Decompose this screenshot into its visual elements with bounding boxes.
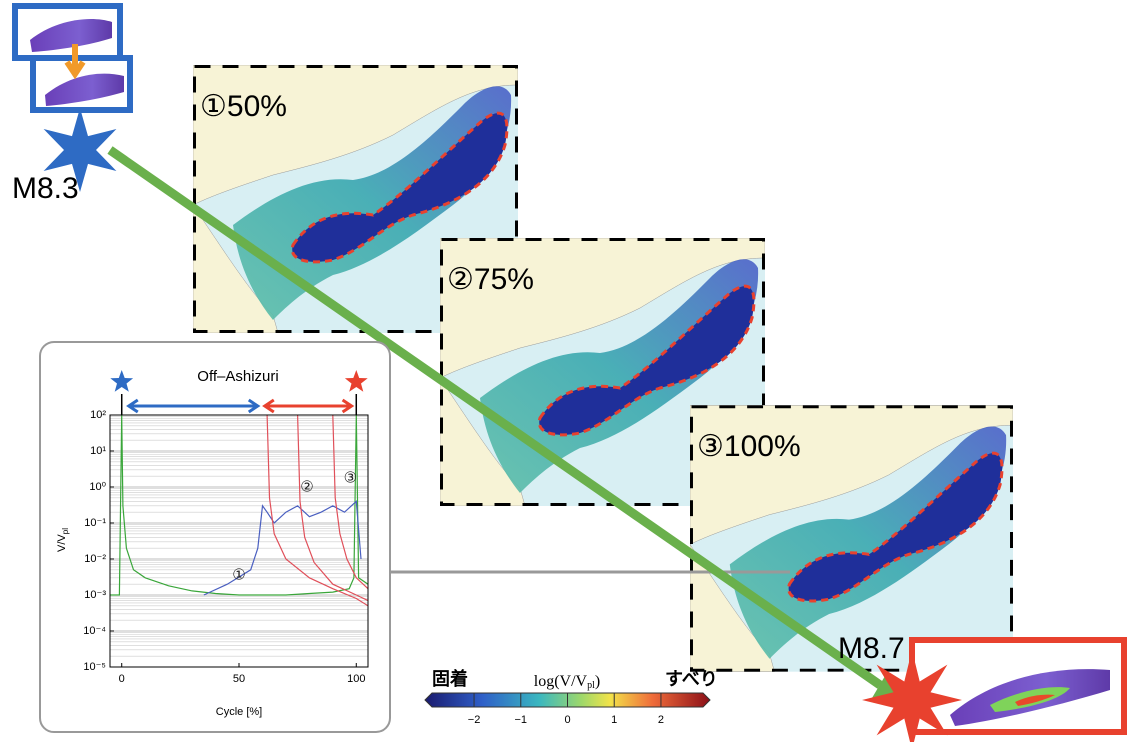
x-tick-label: 100 (347, 673, 365, 685)
magnitude-label: M8.7 (838, 632, 905, 665)
colorbar-right-label: すべり (665, 669, 718, 690)
y-axis-label-sub: pl (61, 528, 70, 534)
map-label: ①50% (200, 90, 287, 123)
map-label: ③100% (697, 430, 801, 463)
colorbar-tick-label: −1 (515, 714, 528, 726)
y-tick-label: 10⁰ (89, 481, 106, 493)
chart-title: Off–Ashizuri (197, 368, 278, 385)
y-tick-label: 10¹ (90, 445, 106, 457)
y-tick-label: 10² (90, 409, 106, 421)
y-tick-label: 10⁻³ (84, 589, 106, 601)
inset-panel (40, 342, 390, 732)
colorbar-left-label: 固着 (432, 668, 468, 690)
x-axis-label: Cycle [%] (216, 706, 262, 718)
colorbar-tick-label: 1 (611, 714, 617, 726)
x-tick-label: 0 (119, 673, 125, 685)
colorbar-title-main: log(V/V (534, 673, 588, 690)
y-tick-label: 10⁻⁵ (83, 661, 106, 673)
y-tick-label: 10⁻⁴ (83, 625, 106, 637)
y-axis-label-main: V/V (56, 534, 68, 552)
y-tick-label: 10⁻² (84, 553, 106, 565)
magnitude-label: M8.3 (12, 172, 79, 205)
x-tick-label: 50 (233, 673, 245, 685)
map-label: ②75% (447, 263, 534, 296)
colorbar-tick-label: 2 (658, 714, 664, 726)
figure: ①50% ②75% ③100% M8.3 M8.7 Off–Ashizuri C… (0, 0, 1130, 742)
annotation: ③ (344, 468, 357, 486)
colorbar-title-end: ) (595, 673, 600, 690)
colorbar-tick-label: 0 (564, 714, 570, 726)
annotation: ① (232, 565, 245, 583)
page: ①50% ②75% ③100% M8.3 M8.7 Off–Ashizuri C… (0, 0, 1130, 742)
colorbar-title: log(V/Vpl) (534, 673, 600, 692)
colorbar-tick-label: −2 (468, 714, 481, 726)
annotation: ② (300, 478, 313, 496)
y-tick-label: 10⁻¹ (84, 517, 106, 529)
